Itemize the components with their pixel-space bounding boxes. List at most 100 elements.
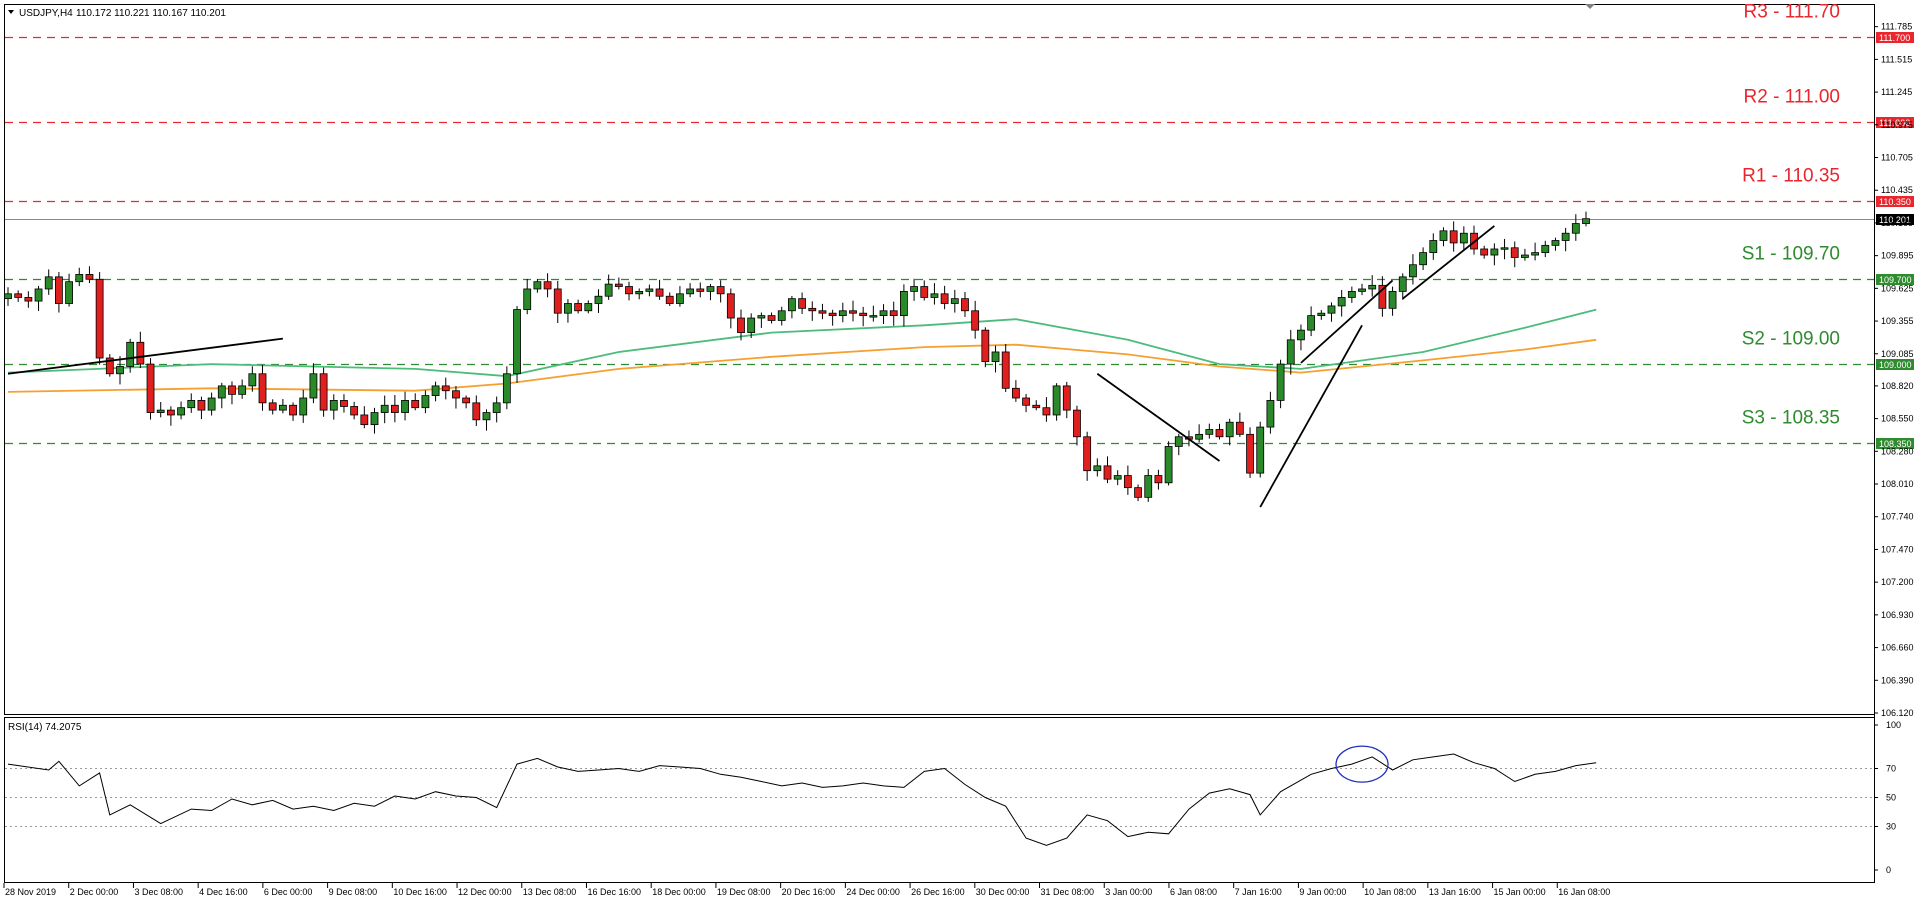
rsi-line [7,753,1597,846]
candle-body [1582,218,1590,224]
candle-body [961,298,969,312]
candle-body [1388,290,1397,309]
time-tick-label: 6 Dec 00:00 [264,887,313,897]
candle-body [24,297,33,302]
candle-body [655,288,664,297]
candle-body [75,274,84,283]
candle-body [268,402,277,411]
candle-body [228,385,236,395]
candle-body [380,404,389,413]
candle-body [4,293,12,300]
level-tag-bg [1876,274,1914,285]
candle-body [981,329,990,363]
candle-body [1093,465,1102,472]
candle-body [126,341,135,367]
price-tick-label: 106.390 [1881,675,1914,685]
rsi-tick-label: 30 [1886,822,1896,832]
candle-body [1378,284,1387,309]
candle-body [177,407,185,416]
level-tag-r3: 111.700 [1879,33,1910,43]
candle-body [482,412,491,421]
candle-body [258,373,267,404]
candle-body [1174,436,1183,447]
candle-body [1358,288,1366,292]
candle-body [309,373,318,399]
candle-body [1419,252,1428,266]
candle-body [1022,397,1030,406]
candle-body [1561,232,1570,241]
trendline [1300,279,1394,364]
level-tag-bg [1876,196,1914,207]
level-tag-r1: 110.350 [1879,197,1911,207]
candle-body [1368,284,1377,290]
candle-body [1073,409,1081,438]
price-tick-label: 110.705 [1881,153,1913,163]
candle-body [166,409,175,416]
candle-body [390,404,399,413]
time-tick-label: 18 Dec 00:00 [652,887,706,897]
trendlines [7,225,1495,508]
candle-body [1398,276,1407,292]
candle-body [14,293,23,298]
candle-body [441,385,450,392]
price-tick-label: 108.550 [1881,414,1914,424]
time-tick-label: 12 Dec 00:00 [458,887,512,897]
candle-body [85,274,94,280]
candle-body [1541,244,1550,254]
time-tick-label: 3 Jan 00:00 [1105,887,1152,897]
candle-body [1317,312,1326,317]
candle-body [1276,363,1285,401]
candle-body [472,402,481,421]
level-label-s2: S2 - 109.00 [1742,329,1840,350]
rsi-panel-frame [4,717,1875,883]
candle-body [849,310,857,314]
candle-body [808,307,817,312]
candle-body [431,385,440,396]
candle-body [1205,429,1214,435]
candle-body [1337,297,1346,307]
candle-body [452,390,460,399]
candle-body [340,400,348,407]
candle-body [686,288,695,295]
trendline [1402,225,1495,300]
candle-body [1459,232,1468,244]
candle-body [329,400,338,411]
candle-body [1225,421,1234,438]
candle-body [1297,329,1305,341]
time-tick-label: 7 Jan 16:00 [1235,887,1282,897]
level-tag-s1: 109.700 [1879,275,1912,285]
level-label-r2: R2 - 111.00 [1744,87,1840,108]
candle-body [726,293,735,319]
candle-body [574,303,583,312]
price-tick-label: 106.660 [1881,643,1914,653]
level-label-s1: S1 - 109.70 [1742,244,1840,265]
candle-body [1409,264,1417,278]
time-tick-label: 3 Dec 08:00 [134,887,183,897]
candle-body [1042,407,1051,416]
price-tick-label: 109.895 [1881,251,1914,261]
candle-body [278,404,287,411]
time-tick-label: 10 Dec 16:00 [393,887,447,897]
price-tick-label: 107.470 [1881,544,1914,554]
candle-body [940,293,949,304]
candle-body [421,395,430,409]
candle-body [910,286,918,292]
price-tick-label: 107.740 [1881,512,1914,522]
price-tick-label: 111.785 [1881,22,1912,32]
price-tick-label: 111.515 [1881,54,1912,64]
time-tick-label: 31 Dec 08:00 [1041,887,1095,897]
candle-body [34,288,43,302]
time-axis-ticks: 28 Nov 2019 2 Dec 00:00 3 Dec 08:00 4 Dec 1… [3,883,1610,897]
rsi-indicator: 100 70 50 30 0 [5,720,1901,875]
candle-body [899,290,908,317]
candle-body [625,286,633,295]
candle-body [1327,305,1336,314]
candle-body [564,303,572,314]
candle-body [217,385,226,399]
time-tick-label: 9 Jan 00:00 [1299,887,1346,897]
collapse-arrow-icon[interactable] [8,10,14,14]
scroll-marker-icon[interactable] [1585,4,1595,9]
time-tick-label: 16 Jan 08:00 [1558,887,1610,897]
time-tick-label: 10 Jan 08:00 [1364,887,1416,897]
